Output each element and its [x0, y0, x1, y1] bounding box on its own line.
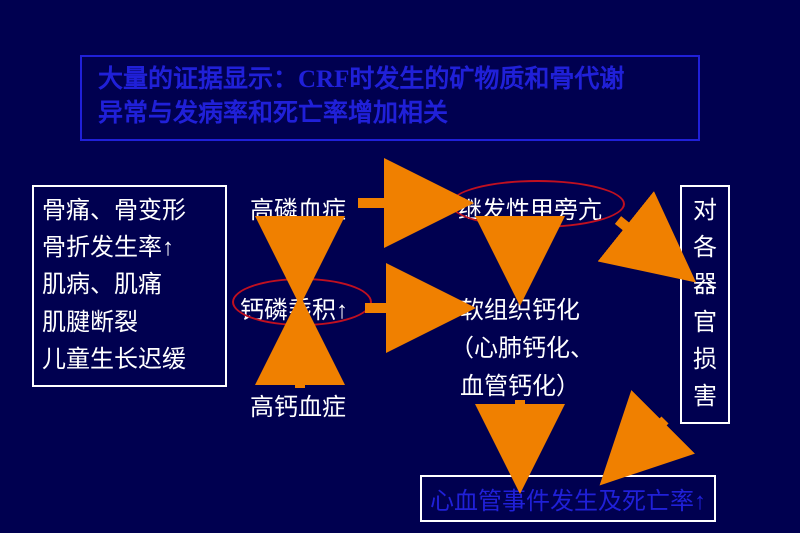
left-line-1: 骨折发生率↑: [42, 230, 217, 267]
arrow: [625, 420, 665, 460]
rb-5: 害: [690, 379, 720, 416]
ellipse-ca-p-product: [232, 278, 372, 326]
label-hyperphosphatemia: 高磷血症: [250, 190, 346, 225]
label-soft-tissue-calc-2: （心肺钙化、: [450, 328, 594, 363]
rb-1: 各: [690, 230, 720, 267]
left-symptoms-box: 骨痛、骨变形 骨折发生率↑ 肌病、肌痛 肌腱断裂 儿童生长迟缓: [32, 185, 227, 387]
ellipse-shpt: [450, 180, 625, 228]
title-box: 大量的证据显示：CRF时发生的矿物质和骨代谢 异常与发病率和死亡率增加相关: [80, 55, 700, 141]
rb-0: 对: [690, 193, 720, 230]
title-line2: 异常与发病率和死亡率增加相关: [98, 100, 448, 127]
left-line-0: 骨痛、骨变形: [42, 193, 217, 230]
left-line-4: 儿童生长迟缓: [42, 342, 217, 379]
bottom-text: 心血管事件发生及死亡率↑: [430, 489, 706, 515]
rb-4: 损: [690, 342, 720, 379]
left-line-3: 肌腱断裂: [42, 305, 217, 342]
label-soft-tissue-calc-1: 软组织钙化: [460, 290, 580, 325]
rb-3: 官: [690, 305, 720, 342]
left-line-2: 肌病、肌痛: [42, 267, 217, 304]
label-soft-tissue-calc-3: 血管钙化）: [460, 366, 580, 401]
right-organ-damage-box: 对 各 器 官 损 害: [680, 185, 730, 424]
arrow: [618, 220, 668, 260]
title-line1: 大量的证据显示：CRF时发生的矿物质和骨代谢: [98, 66, 624, 93]
rb-2: 器: [690, 267, 720, 304]
label-hypercalcemia: 高钙血症: [250, 387, 346, 422]
bottom-cardio-box: 心血管事件发生及死亡率↑: [420, 475, 716, 522]
